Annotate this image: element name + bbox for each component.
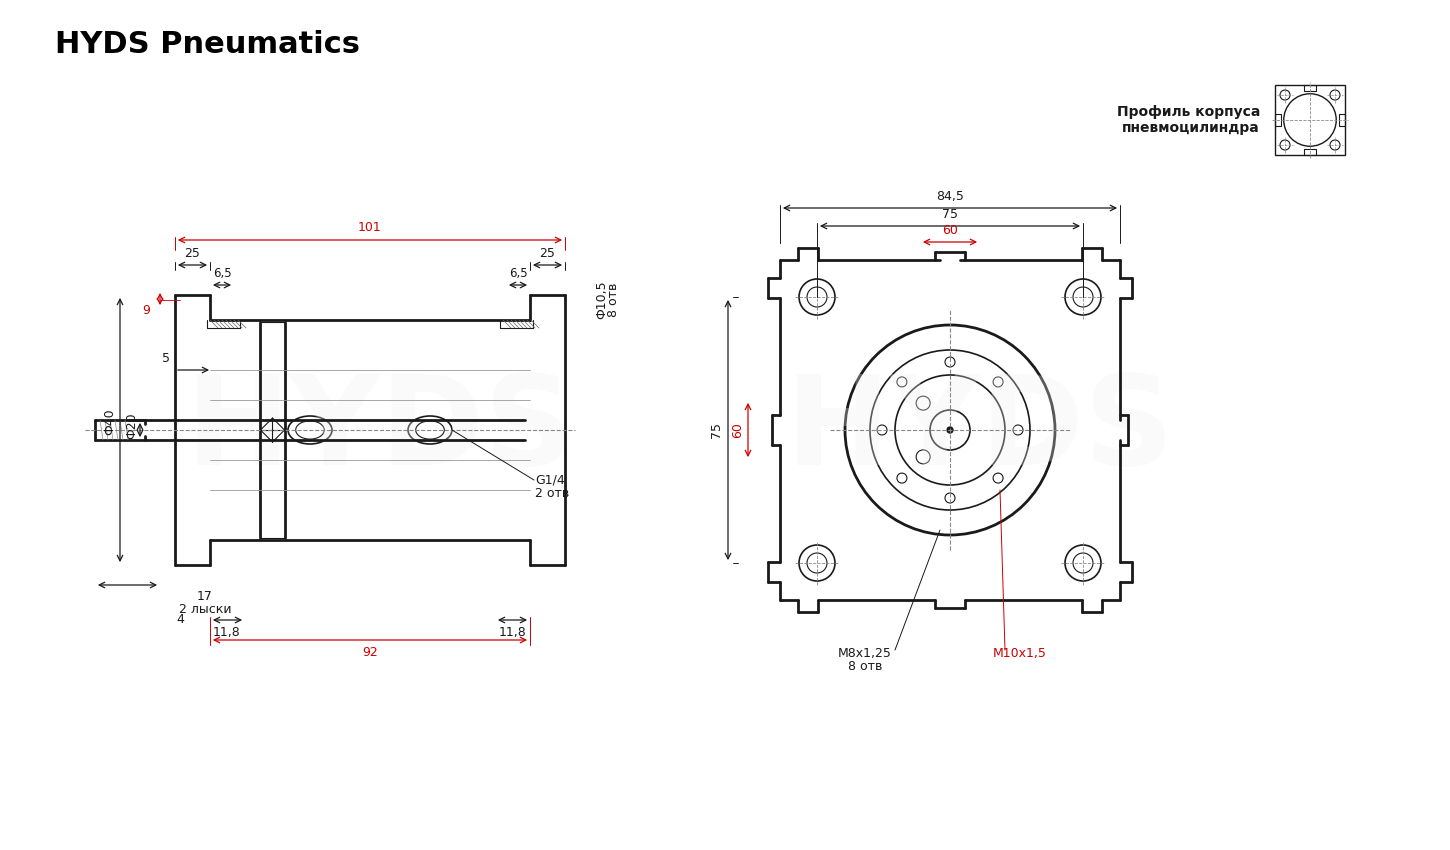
Text: 101: 101 bbox=[358, 221, 381, 234]
Text: 84,5: 84,5 bbox=[937, 190, 964, 203]
Text: M10x1,5: M10x1,5 bbox=[993, 647, 1047, 660]
Text: 60: 60 bbox=[731, 422, 744, 438]
Text: Профиль корпуса: Профиль корпуса bbox=[1116, 105, 1260, 119]
Text: 6,5: 6,5 bbox=[213, 267, 232, 280]
Text: 75: 75 bbox=[710, 422, 724, 438]
Text: Ф10,5: Ф10,5 bbox=[594, 280, 608, 320]
Text: 8 отв: 8 отв bbox=[848, 660, 882, 673]
Text: 11,8: 11,8 bbox=[499, 626, 526, 639]
Bar bbox=[1275, 114, 1280, 126]
Text: Ф20: Ф20 bbox=[125, 413, 138, 439]
Text: 5: 5 bbox=[162, 352, 170, 365]
Text: M8x1,25: M8x1,25 bbox=[838, 647, 892, 660]
Bar bbox=[1304, 85, 1317, 91]
Bar bbox=[1338, 114, 1346, 126]
Circle shape bbox=[947, 427, 953, 433]
Text: 2 лыски: 2 лыски bbox=[178, 603, 231, 616]
Text: 92: 92 bbox=[362, 646, 378, 659]
Text: пневмоцилиндра: пневмоцилиндра bbox=[1122, 121, 1260, 135]
Text: HYDS Pneumatics: HYDS Pneumatics bbox=[55, 30, 360, 59]
Text: 6,5: 6,5 bbox=[509, 267, 528, 280]
Text: G1/4: G1/4 bbox=[535, 473, 564, 486]
Bar bbox=[1304, 149, 1317, 155]
Text: 60: 60 bbox=[942, 224, 958, 237]
Text: 75: 75 bbox=[942, 208, 958, 221]
Text: 17: 17 bbox=[197, 590, 213, 603]
Text: 9: 9 bbox=[142, 303, 149, 316]
Text: 8 отв: 8 отв bbox=[608, 283, 621, 317]
Text: 2 отв: 2 отв bbox=[535, 486, 570, 500]
Text: 25: 25 bbox=[539, 247, 555, 260]
Text: 11,8: 11,8 bbox=[213, 626, 241, 639]
Text: Ф40: Ф40 bbox=[103, 409, 116, 435]
Text: HYDS: HYDS bbox=[186, 370, 574, 490]
Text: 25: 25 bbox=[184, 247, 200, 260]
Text: 4: 4 bbox=[175, 613, 184, 626]
Bar bbox=[1275, 85, 1346, 155]
Text: HYDS: HYDS bbox=[786, 370, 1174, 490]
